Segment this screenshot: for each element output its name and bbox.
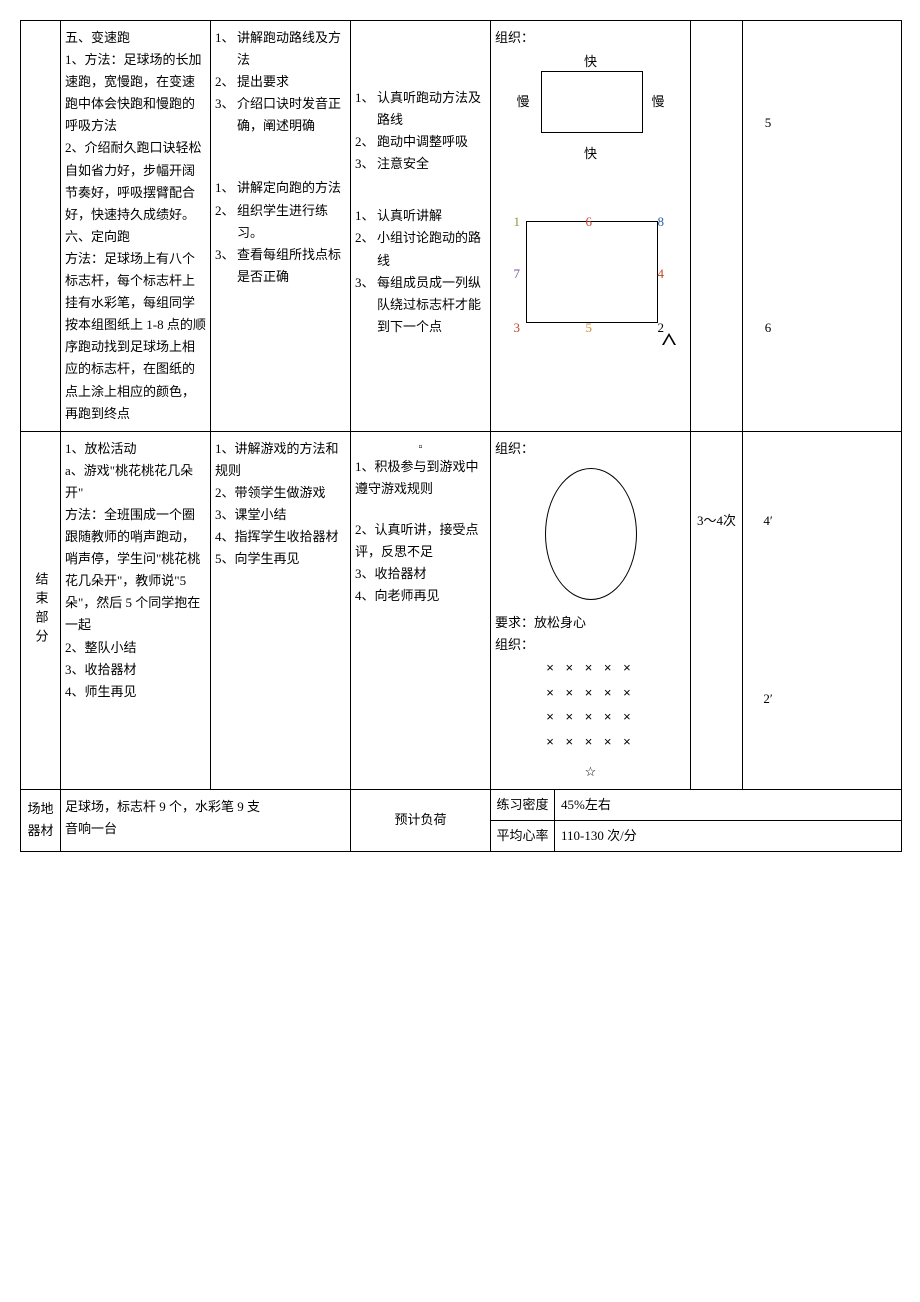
ellipse-icon — [545, 468, 637, 600]
times-cell — [691, 21, 743, 431]
closing-1a: a、游戏"桃花桃花几朵开" — [65, 460, 206, 504]
time-cell: 5 6 — [743, 21, 793, 431]
main-activity-row: 五、变速跑 1、方法：足球场的长加速跑，宽慢跑，在变速跑中体会快跑和慢跑的呼吸方… — [21, 21, 901, 432]
org-label: 组织： — [495, 27, 686, 49]
student-a2: 跑动中调整呼吸 — [377, 131, 468, 153]
teacher-b2: 组织学生进行练习。 — [237, 200, 346, 244]
closing-teacher-4: 4、指挥学生收拾器材 — [215, 526, 346, 548]
node-1: 1 — [514, 211, 521, 233]
lesson-plan-table: 五、变速跑 1、方法：足球场的长加速跑，宽慢跑，在变速跑中体会快跑和慢跑的呼吸方… — [20, 20, 902, 852]
org-cell: 组织： 快 慢 慢 快 1 6 8 7 4 3 5 2 — [491, 21, 691, 431]
teacher-a2: 提出要求 — [237, 71, 289, 93]
teacher-b1: 讲解定向跑的方法 — [237, 177, 341, 199]
closing-org-req: 要求：放松身心 — [495, 612, 686, 634]
diagram-bottom: 快 — [521, 143, 661, 165]
section-6-title: 六、定向跑 — [65, 226, 206, 248]
teacher-list-b: 1、讲解定向跑的方法 2、组织学生进行练习。 3、查看每组所找点标是否正确 — [215, 177, 346, 287]
closing-teacher-3: 3、课堂小结 — [215, 504, 346, 526]
student-a1: 认真听跑动方法及路线 — [377, 87, 486, 131]
section-5-item-2: 2、介绍耐久跑口诀轻松自如省力好，步幅开阔节奏好，呼吸摆臂配合好，快速持久成绩好… — [65, 137, 206, 225]
closing-content-cell: 1、放松活动 a、游戏"桃花桃花几朵开" 方法：全班围成一个圈跟随教师的哨声跑动… — [61, 432, 211, 789]
diagram-right: 慢 — [651, 91, 664, 113]
node-4: 4 — [658, 263, 665, 285]
teacher-a1: 讲解跑动路线及方法 — [237, 27, 346, 71]
grid-row-3: × × × × × — [495, 705, 686, 730]
student-b2: 小组讨论跑动的路线 — [377, 227, 486, 271]
closing-teacher-cell: 1、讲解游戏的方法和规则 2、带领学生做游戏 3、课堂小结 4、指挥学生收拾器材… — [211, 432, 351, 789]
closing-student-4: 4、向老师再见 — [355, 585, 486, 607]
density-label: 练习密度 — [491, 790, 555, 820]
closing-time-cell: 4′ 2′ — [743, 432, 793, 789]
materials-cell: 足球场，标志杆 9 个，水彩笔 9 支 音响一台 — [61, 790, 351, 851]
speed-diagram: 快 慢 慢 快 — [521, 57, 661, 147]
diagram-top: 快 — [521, 51, 661, 73]
student-list-b: 1、认真听讲解 2、小组讨论跑动的路线 3、每组成员成一列纵队绕过标志杆才能到下… — [355, 205, 486, 338]
teacher-cell: 1、讲解跑动路线及方法 2、提出要求 3、介绍口诀时发音正确，阐述明确 1、讲解… — [211, 21, 351, 431]
teacher-a3: 介绍口诀时发音正确，阐述明确 — [237, 93, 346, 137]
node-6: 6 — [586, 211, 593, 233]
closing-org-label2: 组织： — [495, 634, 686, 656]
grid-row-1: × × × × × — [495, 656, 686, 681]
closing-times-cell: 3～4次 — [691, 432, 743, 789]
closing-times-a: 3～4次 — [697, 432, 736, 611]
hr-label: 平均心率 — [491, 821, 555, 851]
student-a3: 注意安全 — [377, 153, 429, 175]
closing-time-b: 2′ — [763, 610, 772, 789]
row-label-cell — [21, 21, 61, 431]
footer-label: 场地器材 — [25, 798, 56, 842]
section-5-title: 五、变速跑 — [65, 27, 206, 49]
teacher-b3: 查看每组所找点标是否正确 — [237, 244, 346, 288]
closing-student-1: 1、积极参与到游戏中遵守游戏规则 — [355, 456, 486, 500]
orienteering-box — [526, 221, 658, 323]
closing-2: 2、整队小结 — [65, 637, 206, 659]
grid-row-4: × × × × × — [495, 730, 686, 755]
time-a: 5 — [765, 21, 772, 226]
closing-teacher-5: 5、向学生再见 — [215, 548, 346, 570]
student-b1: 认真听讲解 — [377, 205, 442, 227]
diagram-left: 慢 — [517, 91, 530, 113]
closing-label: 结束部分 — [29, 572, 51, 648]
student-cell: 1、认真听跑动方法及路线 2、跑动中调整呼吸 3、注意安全 1、认真听讲解 2、… — [351, 21, 491, 431]
closing-org-cell: 组织： 要求：放松身心 组织： × × × × × × × × × × × × … — [491, 432, 691, 789]
closing-1: 1、放松活动 — [65, 438, 206, 460]
materials-2: 音响一台 — [65, 818, 346, 840]
footer-label-cell: 场地器材 — [21, 790, 61, 851]
section-6-item-1: 方法：足球场上有八个标志杆，每个标志杆上挂有水彩笔，每组同学按本组图纸上 1-8… — [65, 248, 206, 425]
node-5: 5 — [586, 317, 593, 339]
content-cell: 五、变速跑 1、方法：足球场的长加速跑，宽慢跑，在变速跑中体会快跑和慢跑的呼吸方… — [61, 21, 211, 431]
square-icon: ▫ — [355, 438, 486, 457]
closing-teacher-2: 2、带领学生做游戏 — [215, 482, 346, 504]
closing-org-label: 组织： — [495, 438, 686, 460]
closing-row: 结束部分 1、放松活动 a、游戏"桃花桃花几朵开" 方法：全班围成一个圈跟随教师… — [21, 432, 901, 790]
closing-1a-method: 方法：全班围成一个圈跟随教师的哨声跑动，哨声停，学生问"桃花桃花几朵开"，教师说… — [65, 504, 206, 637]
closing-label-cell: 结束部分 — [21, 432, 61, 789]
closing-4: 4、师生再见 — [65, 681, 206, 703]
closing-3: 3、收拾器材 — [65, 659, 206, 681]
time-b: 6 — [765, 226, 772, 431]
star-icon: ☆ — [495, 761, 686, 783]
student-b3: 每组成员成一列纵队绕过标志杆才能到下一个点 — [377, 272, 486, 338]
node-8: 8 — [658, 211, 665, 233]
node-3: 3 — [514, 317, 521, 339]
diagram-box — [541, 71, 643, 133]
section-5-item-1: 1、方法：足球场的长加速跑，宽慢跑，在变速跑中体会快跑和慢跑的呼吸方法 — [65, 49, 206, 137]
formation-grid: × × × × × × × × × × × × × × × × × × × × — [495, 656, 686, 755]
hr-value: 110-130 次/分 — [555, 821, 901, 851]
grid-row-2: × × × × × — [495, 681, 686, 706]
orienteering-diagram: 1 6 8 7 4 3 5 2 — [506, 205, 676, 345]
closing-student-cell: ▫ 1、积极参与到游戏中遵守游戏规则 2、认真听讲，接受点评，反思不足 3、收拾… — [351, 432, 491, 789]
closing-time-a: 4′ — [763, 432, 772, 611]
forecast-label: 预计负荷 — [394, 809, 446, 831]
node-7: 7 — [514, 263, 521, 285]
closing-student-2: 2、认真听讲，接受点评，反思不足 — [355, 519, 486, 563]
student-list-a: 1、认真听跑动方法及路线 2、跑动中调整呼吸 3、注意安全 — [355, 87, 486, 175]
forecast-values-cell: 练习密度 45%左右 平均心率 110-130 次/分 — [491, 790, 901, 851]
footer-row: 场地器材 足球场，标志杆 9 个，水彩笔 9 支 音响一台 预计负荷 练习密度 … — [21, 790, 901, 851]
forecast-label-cell: 预计负荷 — [351, 790, 491, 851]
materials-1: 足球场，标志杆 9 个，水彩笔 9 支 — [65, 796, 346, 818]
teacher-list-a: 1、讲解跑动路线及方法 2、提出要求 3、介绍口诀时发音正确，阐述明确 — [215, 27, 346, 137]
closing-teacher-1: 1、讲解游戏的方法和规则 — [215, 438, 346, 482]
density-value: 45%左右 — [555, 790, 901, 820]
closing-student-3: 3、收拾器材 — [355, 563, 486, 585]
